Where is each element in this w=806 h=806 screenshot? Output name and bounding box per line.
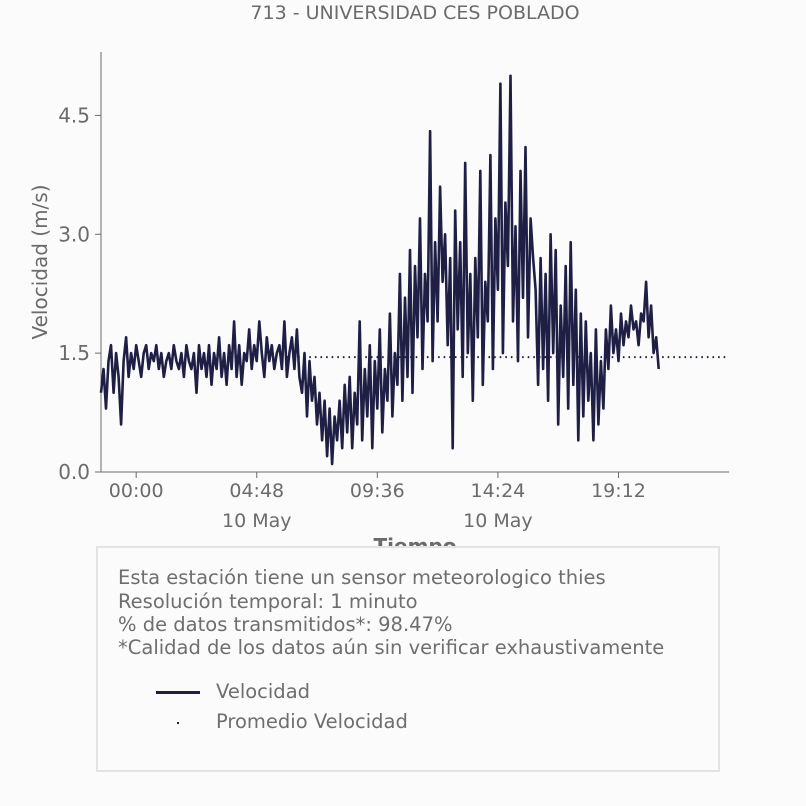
series <box>99 74 729 466</box>
x-tick-sublabel: 10 May <box>222 510 292 532</box>
info-panel: Esta estación tiene un sensor meteorolog… <box>96 546 720 772</box>
y-ticks: 0.0 1.5 3.0 4.5 <box>58 103 101 484</box>
y-tick-label: 3.0 <box>58 222 90 246</box>
velocidad-line <box>99 74 660 466</box>
x-tick-label: 14:24 <box>471 480 526 502</box>
y-tick-label: 0.0 <box>58 460 90 484</box>
legend-label: Promedio Velocidad <box>216 710 408 733</box>
x-tick-label: 19:12 <box>591 480 646 502</box>
info-transmitted-text: % de datos transmitidos*: 98.47% <box>118 613 453 636</box>
x-tick-sublabel: 10 May <box>463 510 533 532</box>
x-ticks: 00:00 04:48 10 May 09:36 14:24 10 May 19:12 <box>109 472 646 532</box>
y-axis-label: Velocidad (m/s) <box>28 184 52 339</box>
chart-title: 713 - UNIVERSIDAD CES POBLADO <box>250 2 580 24</box>
y-tick-label: 1.5 <box>58 341 90 365</box>
x-tick-label: 04:48 <box>229 480 284 502</box>
x-tick-label: 09:36 <box>350 480 405 502</box>
y-tick-label: 4.5 <box>58 103 90 127</box>
info-sensor-text: Esta estación tiene un sensor meteorolog… <box>118 566 606 589</box>
legend-swatch-dotted <box>177 722 179 724</box>
info-quality-note: *Calidad de los datos aún sin verificar … <box>118 636 665 659</box>
legend-swatch-solid <box>156 691 200 694</box>
x-tick-label: 00:00 <box>109 480 164 502</box>
legend-label: Velocidad <box>216 680 311 703</box>
info-resolution-text: Resolución temporal: 1 minuto <box>118 590 418 613</box>
axes <box>100 52 729 473</box>
